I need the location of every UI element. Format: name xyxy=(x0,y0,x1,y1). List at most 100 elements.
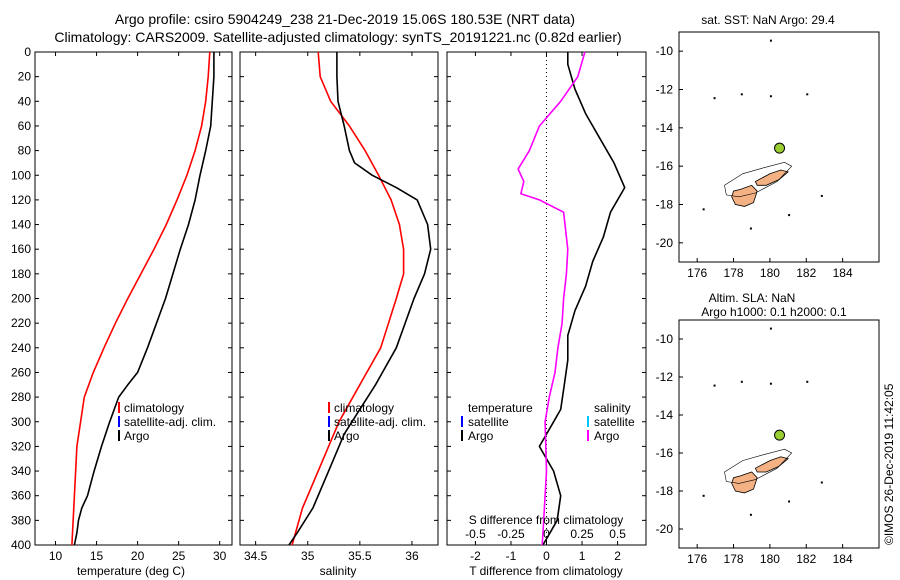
x-tick-label: 184 xyxy=(833,552,853,566)
salinity-xlabel: salinity xyxy=(320,564,357,578)
x-tick-label: 182 xyxy=(796,266,816,280)
legend-climatology-label: climatology xyxy=(334,401,394,415)
islet xyxy=(702,494,705,497)
s-tick-label: 0.5 xyxy=(609,527,626,541)
figure-title-line1: Argo profile: csiro 5904249_238 21-Dec-2… xyxy=(115,11,575,27)
y-tick-label: 260 xyxy=(11,365,31,379)
x-tick-label: 35.5 xyxy=(348,549,372,563)
x-tick-label: 30 xyxy=(213,549,227,563)
x-tick-label: 180 xyxy=(760,552,780,566)
legend-argo-label: Argo xyxy=(124,429,150,443)
series-argo xyxy=(73,52,215,546)
legend-argo-label: Argo xyxy=(334,429,360,443)
s-tick-label: -0.5 xyxy=(465,527,486,541)
difference-top-xlabel: S difference from climatology xyxy=(469,513,624,527)
reef-outline xyxy=(724,448,793,484)
islet xyxy=(806,380,809,383)
x-tick-label: 1 xyxy=(579,549,586,563)
islet xyxy=(749,513,752,516)
islet xyxy=(713,97,716,100)
y-tick-label: 100 xyxy=(11,168,31,182)
x-tick-label: 176 xyxy=(687,552,707,566)
x-tick-label: -2 xyxy=(470,549,481,563)
y-tick-label: 140 xyxy=(11,218,31,232)
legend-climatology-label: climatology xyxy=(124,401,184,415)
argo-position-marker xyxy=(774,429,786,441)
plot-frame xyxy=(239,51,439,546)
y-tick-label: 20 xyxy=(18,70,32,84)
sla-map-panel: -10 -12 -14 -16 -18 -20 176 178 180 182 184 xyxy=(656,319,880,566)
x-tick-label: 178 xyxy=(724,552,744,566)
x-tick-label: -1 xyxy=(506,549,517,563)
islet xyxy=(702,208,705,211)
x-tick-label: 182 xyxy=(796,552,816,566)
island-vanua-levu xyxy=(754,456,789,473)
x-tick-label: 36 xyxy=(405,549,419,563)
islet xyxy=(740,93,743,96)
y-tick-label: -20 xyxy=(656,522,674,536)
y-tick-label: -18 xyxy=(656,198,674,212)
y-tick-label: 240 xyxy=(11,341,31,355)
islet xyxy=(740,380,743,383)
y-tick-label: -10 xyxy=(656,332,674,346)
difference-legend: temperature satellite Argo salinity sate… xyxy=(461,401,635,443)
y-tick-label: 200 xyxy=(11,292,31,306)
y-tick-label: 80 xyxy=(18,144,32,158)
y-tick-label: 380 xyxy=(11,513,31,527)
islet xyxy=(788,500,791,503)
islet xyxy=(788,214,791,217)
legend-s-argo-label: Argo xyxy=(594,429,620,443)
series-climatology xyxy=(291,51,405,546)
islet xyxy=(769,95,772,98)
y-tick-label: 360 xyxy=(11,489,31,503)
reef-outline xyxy=(724,161,793,198)
y-tick-label: 220 xyxy=(11,316,31,330)
x-tick-label: 25 xyxy=(172,549,186,563)
x-tick-label: 0 xyxy=(543,549,550,563)
legend-satellite-label: satellite-adj. clim. xyxy=(334,415,426,429)
x-tick-label: 180 xyxy=(760,266,780,280)
islet xyxy=(769,39,772,42)
y-tick-label: -16 xyxy=(656,159,674,173)
s-tick-label: 0 xyxy=(543,527,550,541)
island-viti-levu xyxy=(731,471,758,494)
x-tick-label: 20 xyxy=(131,549,145,563)
legend-t-argo-label: Argo xyxy=(468,429,494,443)
y-tick-label: 180 xyxy=(11,267,31,281)
y-tick-label: -16 xyxy=(656,446,674,460)
islet xyxy=(806,93,809,96)
footer-stamp: ©IMOS 26-Dec-2019 11:42:05 xyxy=(882,383,896,545)
islet xyxy=(820,194,823,197)
series-s-argo xyxy=(517,51,586,546)
islet xyxy=(713,384,716,387)
x-tick-label: 10 xyxy=(49,549,63,563)
y-tick-label: 280 xyxy=(11,390,31,404)
map-frame xyxy=(678,31,880,263)
sla-map-title: Altim. SLA: NaN xyxy=(709,291,796,305)
x-tick-label: 15 xyxy=(90,549,104,563)
y-tick-label: -20 xyxy=(656,236,674,250)
plot-frame xyxy=(34,51,233,546)
island-vanua-levu xyxy=(754,169,789,186)
salinity-legend: climatology satellite-adj. clim. Argo xyxy=(328,401,426,443)
islet xyxy=(749,227,752,230)
sla-map-subtitle: Argo h1000: 0.1 h2000: 0.1 xyxy=(701,305,847,319)
x-tick-label: 35 xyxy=(301,549,315,563)
series-t-argo xyxy=(538,52,626,546)
y-tick-label: 300 xyxy=(11,415,31,429)
y-tick-label: 160 xyxy=(11,242,31,256)
legend-satellite-label: satellite-adj. clim. xyxy=(124,415,216,429)
argo-position-marker xyxy=(774,142,786,154)
x-tick-label: 34.5 xyxy=(244,549,268,563)
legend-s-satellite-label: satellite xyxy=(594,415,635,429)
series-argo xyxy=(288,52,432,546)
y-tick-label: 60 xyxy=(18,119,32,133)
y-tick-label: 320 xyxy=(11,439,31,453)
y-tick-label: -18 xyxy=(656,484,674,498)
difference-xlabel: T difference from climatology xyxy=(469,564,623,578)
x-tick-label: 184 xyxy=(833,266,853,280)
difference-panel: -2 -1 0 1 2 -0.5 -0.25 0 0.25 0.5 xyxy=(446,51,647,563)
series-climatology xyxy=(71,51,211,546)
y-tick-label: -14 xyxy=(656,408,674,422)
